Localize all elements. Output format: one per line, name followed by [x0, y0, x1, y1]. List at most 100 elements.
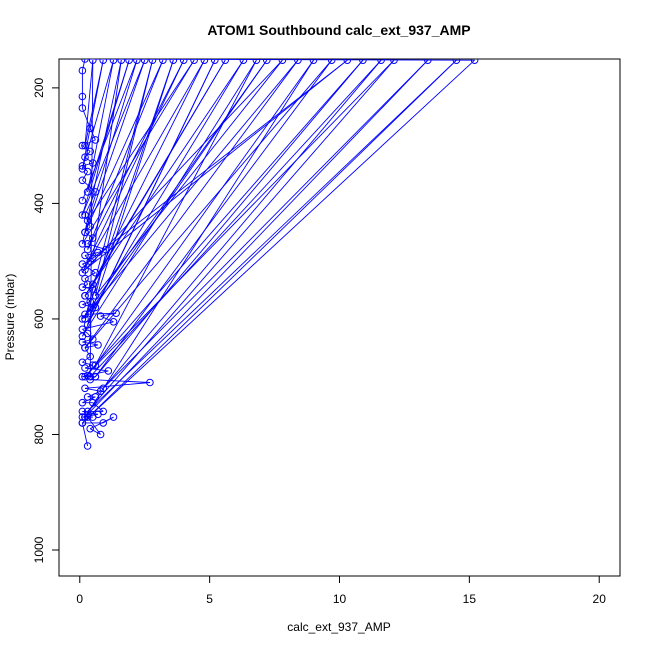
series-segment [82, 263, 96, 274]
data-point [452, 59, 461, 64]
data-point [78, 92, 87, 101]
data-point [159, 59, 167, 64]
series-segment [92, 59, 226, 285]
data-point [83, 240, 92, 248]
series-segment [84, 59, 314, 418]
data-point [78, 165, 87, 173]
data-point [78, 413, 87, 421]
data-point [99, 407, 107, 416]
data-point [78, 372, 87, 381]
data-point [78, 398, 87, 407]
data-point [83, 188, 92, 196]
data-point [112, 309, 120, 318]
series-segment [84, 382, 150, 389]
series-segment [84, 60, 164, 233]
series-segment [89, 416, 114, 430]
data-point [278, 59, 287, 64]
data-point [99, 419, 107, 427]
data-point [359, 59, 367, 64]
series-segment [84, 60, 104, 146]
data-point [109, 318, 118, 326]
y-axis-label: Pressure (mbar) [3, 274, 17, 361]
data-point [309, 59, 318, 64]
series-segment [100, 315, 114, 323]
data-point [94, 248, 102, 257]
series-segment [82, 301, 91, 305]
data-point [91, 372, 100, 381]
data-point [86, 147, 94, 156]
data-point [190, 59, 198, 64]
series-segment [84, 191, 96, 216]
y-tick-label: 1000 [32, 536, 46, 563]
data-point [81, 344, 89, 352]
series-segment [82, 59, 457, 424]
series-segment [81, 59, 86, 71]
series-segment [84, 60, 174, 320]
series-segment [87, 59, 185, 250]
data-point [99, 59, 107, 64]
x-tick-label: 10 [333, 592, 347, 606]
series-segment [84, 347, 91, 357]
data-point [91, 268, 100, 277]
data-point [83, 442, 92, 450]
series-segment [102, 59, 429, 389]
data-point [94, 341, 102, 349]
data-point [343, 59, 352, 64]
data-point [109, 59, 118, 64]
series-segment [89, 428, 101, 435]
series-lines [81, 59, 475, 447]
data-point [78, 358, 87, 367]
data-point [102, 245, 110, 254]
data-point [83, 216, 92, 225]
series-segment [84, 344, 99, 349]
data-point [89, 159, 97, 167]
data-point [133, 59, 141, 64]
series-segment [84, 59, 244, 297]
data-point [91, 292, 100, 300]
series-segment [87, 60, 216, 325]
series-segment [82, 356, 91, 363]
y-tick-label: 800 [32, 424, 46, 444]
data-point [146, 378, 154, 387]
data-point [89, 361, 97, 370]
data-point [179, 59, 188, 64]
data-point [104, 367, 113, 375]
data-point [86, 424, 94, 433]
data-point [78, 300, 87, 309]
series-segment [89, 59, 244, 314]
data-point [81, 384, 89, 393]
series-segment [81, 422, 89, 447]
data-point [89, 254, 97, 263]
data-point [99, 384, 107, 393]
series-segment [92, 59, 205, 285]
data-point [78, 104, 87, 112]
series-segment [82, 59, 195, 245]
series-segment [82, 361, 93, 366]
series-segment [82, 59, 205, 273]
series-segment [84, 387, 101, 392]
series-segment [84, 60, 146, 233]
series-segment [95, 59, 333, 377]
x-axis: 0 5 10 15 20 [76, 575, 607, 606]
data-point [89, 234, 97, 242]
data-point [377, 59, 385, 64]
series-segment [94, 60, 153, 296]
data-point [424, 59, 432, 64]
series-segment [84, 59, 299, 349]
x-tick-label: 20 [593, 592, 607, 606]
data-point [78, 162, 87, 170]
data-point [252, 59, 261, 64]
data-point [83, 413, 92, 421]
y-tick-label: 200 [32, 78, 46, 98]
data-point [211, 59, 219, 64]
series-segment [95, 59, 314, 366]
series-segment [82, 171, 88, 181]
data-point [148, 59, 157, 64]
series-segment [84, 60, 94, 146]
data-point [78, 332, 87, 341]
data-point [86, 352, 94, 361]
series-segment [82, 59, 475, 424]
data-point [81, 141, 89, 150]
data-point [169, 59, 178, 64]
data-point [78, 315, 87, 323]
